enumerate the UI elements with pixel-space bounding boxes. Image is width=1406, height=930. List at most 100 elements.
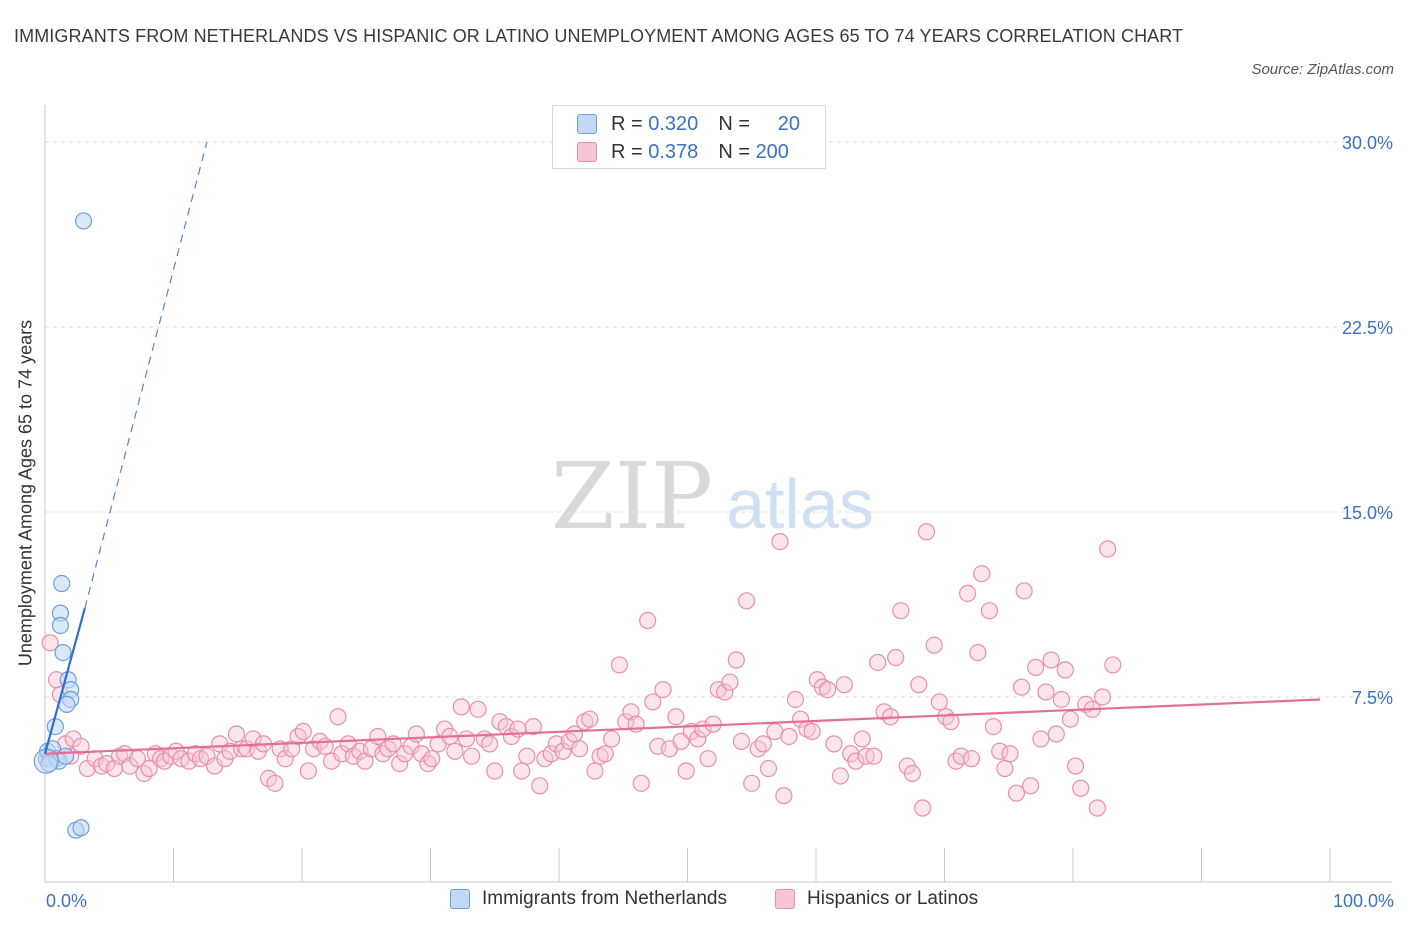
legend-n-label: N = — [718, 112, 750, 135]
data-point-hispanic — [294, 722, 312, 741]
data-point-hispanic — [869, 653, 887, 672]
hispanic-points — [41, 523, 1122, 817]
data-point-hispanic — [980, 602, 999, 620]
data-point-hispanic — [412, 745, 431, 763]
data-point-hispanic — [903, 764, 921, 783]
gridlines — [45, 141, 1392, 698]
data-point-hispanic — [930, 693, 948, 711]
data-point-hispanic — [759, 759, 778, 778]
data-point-hispanic — [721, 673, 739, 691]
watermark-atlas: atlas — [726, 465, 874, 543]
data-point-hispanic — [892, 602, 910, 620]
data-point-hispanic — [1052, 690, 1071, 709]
legend-r-value: 0.320 — [648, 112, 699, 135]
legend-swatch-netherlands — [577, 114, 597, 134]
data-point-hispanic — [853, 730, 871, 748]
data-point-hispanic — [1066, 757, 1085, 775]
legend-r-label: R = — [611, 112, 643, 135]
data-point-hispanic — [452, 698, 470, 716]
data-point-hispanic — [754, 735, 772, 753]
data-point-hispanic — [379, 740, 397, 758]
data-point-hispanic — [771, 532, 789, 551]
legend-r-value: 0.378 — [648, 140, 699, 163]
data-point-hispanic — [925, 636, 943, 654]
data-point-hispanic — [135, 764, 153, 783]
bottom-legend-label-hispanic: Hispanics or Latinos — [807, 888, 979, 909]
data-point-hispanic — [513, 762, 531, 780]
data-point-hispanic — [140, 759, 158, 778]
trend-line-netherlands — [43, 607, 86, 755]
data-point-hispanic — [738, 592, 756, 610]
data-point-hispanic — [786, 690, 805, 709]
data-point-hispanic — [570, 740, 589, 758]
bottom-legend-netherlands: Immigrants from Netherlands — [450, 888, 727, 910]
data-point-hispanic — [825, 735, 843, 753]
trend-extension-netherlands — [84, 141, 208, 609]
data-point-hispanic — [689, 730, 707, 748]
data-point-hispanic — [996, 759, 1014, 778]
data-point-hispanic — [639, 611, 657, 630]
data-point-hispanic — [699, 750, 717, 768]
data-point-hispanic — [727, 651, 745, 669]
data-point-hispanic — [581, 710, 599, 728]
bottom-legend-swatch-hispanic — [775, 889, 795, 909]
legend-n-label: N = — [718, 140, 750, 163]
data-point-hispanic — [984, 717, 1002, 736]
data-point-hispanic — [910, 676, 928, 694]
data-point-hispanic — [276, 750, 294, 768]
data-point-hispanic — [299, 762, 318, 780]
data-point-hispanic — [1021, 777, 1040, 795]
data-point-hispanic — [991, 742, 1009, 760]
data-point-hispanic — [749, 740, 767, 758]
data-point-hispanic — [962, 750, 981, 768]
data-point-hispanic — [524, 717, 542, 736]
x-tick-label-min: 0.0% — [46, 891, 88, 911]
bottom-legend-swatch-netherlands — [450, 889, 470, 909]
data-point-hispanic — [1047, 725, 1065, 743]
data-point-hispanic — [610, 656, 628, 674]
data-point-hispanic — [847, 752, 865, 770]
data-point-netherlands — [51, 616, 70, 635]
data-point-hispanic — [41, 634, 59, 652]
data-point-hispanic — [1104, 656, 1122, 674]
data-point-netherlands — [54, 643, 72, 662]
source-note: Source: ZipAtlas.com — [1251, 61, 1394, 78]
data-point-hispanic — [667, 708, 685, 726]
data-point-netherlands — [56, 747, 75, 765]
data-point-hispanic — [1032, 730, 1050, 748]
correlation-legend: R = 0.320 N = 20 R = 0.378 N = 200 — [552, 105, 826, 169]
data-point-hispanic — [1027, 658, 1045, 677]
data-point-hispanic — [743, 774, 761, 792]
data-point-hispanic — [1042, 651, 1060, 669]
data-point-hispanic — [518, 747, 536, 765]
data-point-hispanic — [716, 683, 734, 701]
y-tick-labels: 7.5% 15.0% 22.5% 30.0% — [1342, 133, 1393, 708]
data-point-hispanic — [818, 680, 837, 699]
data-point-hispanic — [677, 762, 695, 780]
chart-title: IMMIGRANTS FROM NETHERLANDS VS HISPANIC … — [14, 26, 1184, 46]
data-point-hispanic — [632, 774, 650, 792]
data-point-hispanic — [446, 742, 464, 760]
data-point-hispanic — [644, 693, 662, 711]
data-point-hispanic — [952, 747, 970, 765]
data-point-hispanic — [1072, 779, 1090, 797]
y-tick-label: 30.0% — [1342, 133, 1393, 153]
legend-n-value: 200 — [755, 140, 789, 163]
legend-row-hispanic: R = 0.378 N = 200 — [577, 139, 789, 165]
data-point-hispanic — [942, 713, 960, 731]
data-point-hispanic — [1007, 784, 1026, 802]
data-point-hispanic — [917, 523, 936, 541]
data-point-hispanic — [831, 767, 850, 785]
data-point-hispanic — [531, 777, 549, 795]
data-point-hispanic — [1061, 710, 1080, 728]
data-point-hispanic — [423, 750, 441, 768]
data-point-hispanic — [554, 742, 572, 760]
data-point-hispanic — [780, 727, 798, 746]
watermark: ZIP atlas — [551, 443, 874, 550]
watermark-zip: ZIP — [551, 443, 713, 550]
data-point-hispanic — [481, 735, 499, 753]
legend-r-label: R = — [611, 140, 643, 163]
data-point-hispanic — [329, 708, 347, 726]
data-point-hispanic — [469, 700, 487, 718]
